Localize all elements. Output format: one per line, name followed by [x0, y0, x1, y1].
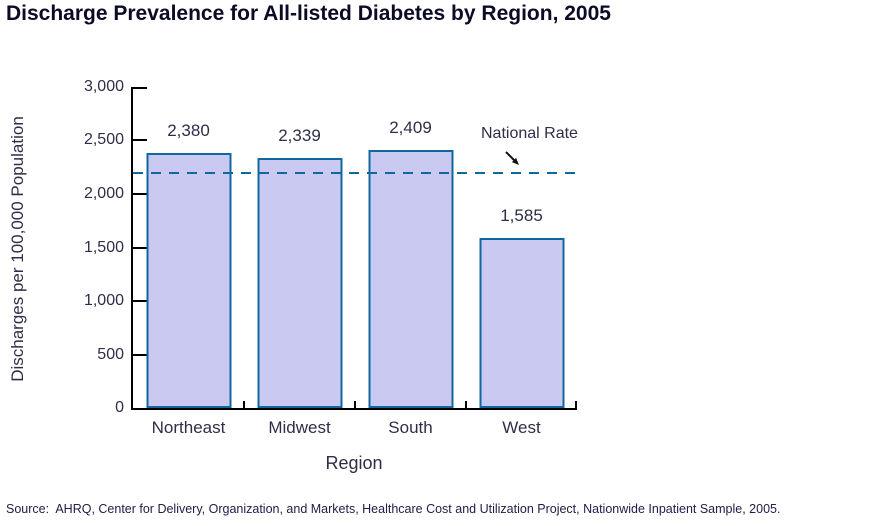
- plot-area: National Rate 0 500 1,000 1,500 2,000 2,500 3,…: [84, 78, 578, 437]
- x-axis-title: Region: [325, 453, 383, 473]
- y-axis-tick-label: 1,500: [83, 238, 124, 256]
- bar-value-label: 2,339: [278, 125, 321, 145]
- y-axis-tick: [133, 299, 147, 302]
- bar-west: [479, 238, 564, 408]
- bar-value-label: 2,409: [389, 118, 432, 138]
- national-rate-arrow: [505, 151, 519, 165]
- y-axis-tick: [133, 246, 147, 249]
- y-axis-tick-label: 3,000: [83, 78, 124, 95]
- bar-midwest: [257, 157, 342, 408]
- bar-slot: 2,380 Northeast: [133, 87, 244, 437]
- bar-value-label: 2,380: [167, 121, 210, 141]
- x-category-label: South: [388, 418, 433, 437]
- bar-slot: 2,409 South: [355, 87, 466, 437]
- bar-value-label: 1,585: [500, 206, 543, 226]
- x-category-label: Midwest: [268, 418, 331, 437]
- x-axis-tick: [575, 401, 577, 408]
- y-axis-tick-label: 1,000: [83, 291, 124, 309]
- y-axis-tick-label: 0: [115, 399, 124, 416]
- national-rate-line: [133, 171, 577, 174]
- national-rate-label: National Rate: [481, 125, 578, 142]
- x-axis-tick: [354, 401, 356, 408]
- bar-slot: 2,339 Midwest: [244, 87, 355, 437]
- y-axis-tick-label: 500: [97, 345, 124, 363]
- chart-title: Discharge Prevalence for All-listed Diab…: [6, 2, 611, 25]
- bar-slot: 1,585 West: [466, 87, 577, 437]
- national-rate-annotation: National Rate: [481, 125, 578, 165]
- bar-south: [368, 150, 453, 408]
- x-category-label: West: [502, 418, 541, 437]
- y-axis-tick: [133, 353, 147, 356]
- x-axis-tick: [465, 401, 467, 408]
- y-axis-tick: [133, 139, 147, 142]
- y-axis-tick-label: 2,500: [83, 131, 124, 149]
- y-axis-tick-label: 2,000: [83, 184, 124, 202]
- bar-northeast: [146, 153, 231, 408]
- y-axis-tick: [133, 192, 147, 195]
- source-note: Source: AHRQ, Center for Delivery, Organ…: [6, 502, 781, 516]
- y-axis-tick: [133, 87, 147, 89]
- x-category-label: Northeast: [151, 418, 226, 437]
- x-axis-tick: [243, 401, 245, 408]
- y-axis-title: Discharges per 100,000 Population: [8, 116, 27, 382]
